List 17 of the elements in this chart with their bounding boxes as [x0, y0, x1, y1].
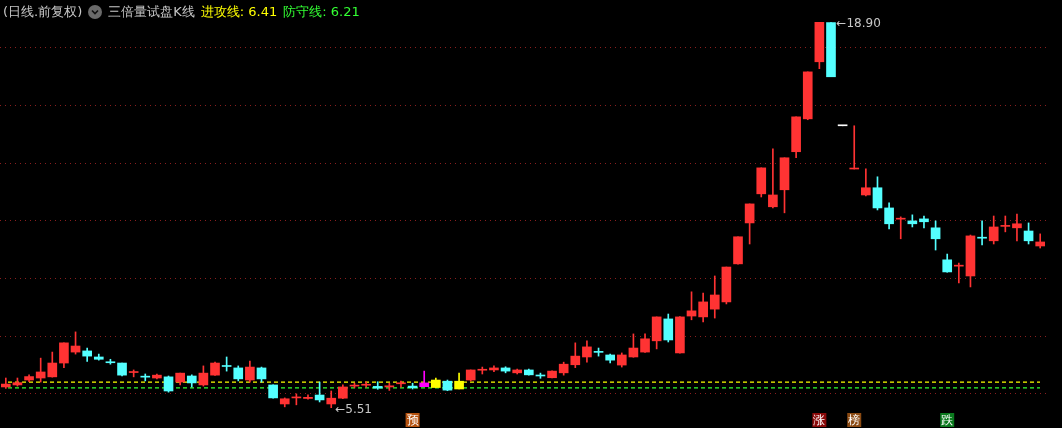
candlestick — [977, 220, 987, 246]
chart-title: (日线.前复权) — [3, 3, 83, 21]
text: 预 — [406, 412, 419, 427]
text: 榜 — [848, 412, 861, 427]
text: 涨 — [813, 412, 826, 427]
candlestick — [1000, 215, 1011, 233]
candlestick — [396, 380, 406, 388]
candlestick — [361, 381, 371, 388]
annotation: ←18.90 — [836, 16, 881, 31]
annotation: ←5.51 — [335, 402, 373, 417]
ref-line-label: 防守线: 6.21 — [283, 3, 360, 21]
candlestick — [1012, 213, 1022, 242]
chart-subtitle: 三倍量试盘K线 — [108, 3, 195, 21]
text: 跌 — [941, 412, 954, 427]
candlestick — [768, 148, 778, 209]
candlestick — [895, 216, 906, 240]
ref-line-label: 进攻线: 6.41 — [200, 3, 278, 21]
